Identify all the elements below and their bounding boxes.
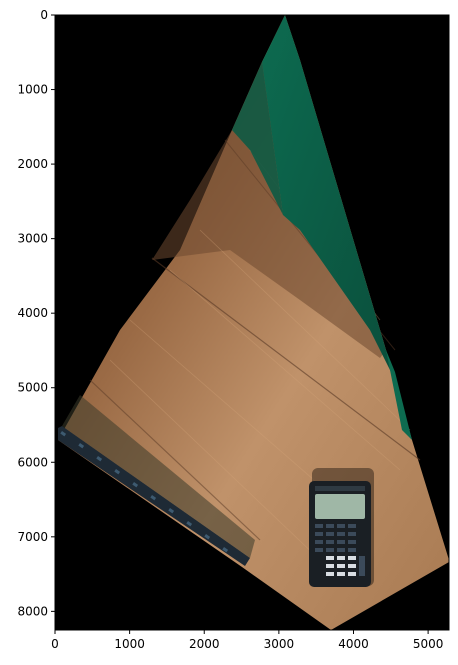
- y-tick-label: 2000: [17, 157, 48, 171]
- y-tick-label: 1000: [17, 83, 48, 97]
- y-tick-label: 7000: [17, 530, 48, 544]
- plank-seam: [89, 379, 261, 541]
- y-tick-label: 8000: [17, 604, 48, 618]
- x-tick-label: 2000: [189, 637, 220, 651]
- calculator: [309, 468, 374, 587]
- teal-wall: [262, 15, 412, 440]
- photo-content: [58, 15, 449, 630]
- x-tick-label: 3000: [264, 637, 295, 651]
- y-tick-label: 3000: [17, 232, 48, 246]
- calculator-brand-strip: [315, 486, 365, 491]
- x-axis-ticks: 0 1000 2000 3000 4000 5000: [51, 630, 443, 651]
- keyboard: [58, 426, 250, 566]
- y-tick-label: 4000: [17, 306, 48, 320]
- x-tick-label: 4000: [338, 637, 369, 651]
- y-tick-label: 5000: [17, 381, 48, 395]
- keyboard-shadow: [62, 395, 255, 558]
- teal-wall-left: [232, 62, 283, 215]
- x-tick-label: 1000: [114, 637, 145, 651]
- keyboard-keys: [60, 431, 229, 553]
- x-tick-label: 0: [51, 637, 59, 651]
- y-tick-label: 6000: [17, 455, 48, 469]
- calculator-keys: [315, 524, 365, 576]
- axes-frame: [54, 14, 450, 631]
- calculator-screen: [315, 494, 365, 519]
- y-tick-label: 0: [40, 8, 48, 22]
- plank-seam: [151, 257, 421, 461]
- y-axis-ticks: 0 1000 2000 3000 4000 5000 6000 7000 8000: [17, 8, 55, 618]
- x-tick-label: 5000: [413, 637, 444, 651]
- teal-wall-right: [386, 350, 412, 440]
